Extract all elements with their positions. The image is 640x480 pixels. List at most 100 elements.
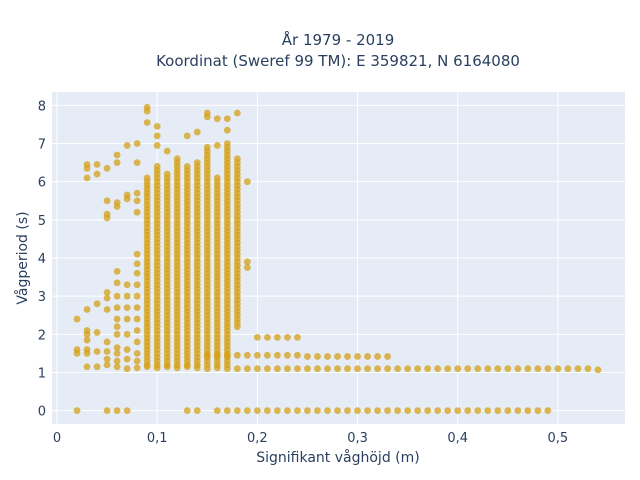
data-point — [284, 333, 291, 341]
data-point — [93, 170, 101, 178]
data-point — [314, 407, 321, 415]
data-point — [113, 323, 121, 331]
data-point — [113, 199, 121, 207]
data-point — [223, 115, 231, 123]
data-point — [524, 365, 532, 373]
data-point — [404, 407, 412, 415]
data-point — [434, 407, 442, 415]
data-point — [253, 333, 261, 341]
data-point — [364, 365, 371, 373]
data-point — [103, 355, 111, 363]
data-point — [243, 407, 251, 415]
data-point — [294, 351, 301, 359]
data-point — [213, 174, 221, 182]
data-point — [133, 159, 141, 166]
data-point — [113, 279, 121, 287]
data-point — [113, 159, 121, 166]
data-point — [83, 327, 91, 334]
data-point — [564, 365, 572, 373]
data-point — [183, 163, 191, 170]
y-tick-label: 7 — [38, 138, 46, 153]
data-point — [233, 365, 241, 373]
data-point — [243, 258, 251, 266]
data-point — [384, 407, 391, 415]
data-point — [133, 338, 141, 346]
data-point — [103, 294, 111, 302]
data-point — [163, 170, 171, 178]
x-tick-label: 0,2 — [247, 431, 268, 446]
data-point — [113, 330, 121, 338]
data-point — [414, 407, 422, 415]
data-point — [123, 281, 131, 289]
data-point — [163, 147, 171, 155]
data-point — [273, 407, 281, 415]
data-point — [273, 365, 281, 373]
data-point — [73, 315, 81, 323]
data-point — [133, 140, 141, 147]
y-tick-label: 6 — [38, 176, 46, 191]
data-point — [103, 348, 111, 355]
data-point — [594, 366, 602, 374]
data-point — [83, 346, 91, 353]
data-point — [554, 365, 562, 373]
data-point — [424, 365, 432, 373]
data-point — [314, 365, 321, 373]
data-point — [143, 103, 151, 111]
x-tick-label: 0,5 — [548, 431, 569, 446]
data-point — [394, 365, 402, 373]
data-point — [113, 151, 121, 159]
data-point — [474, 365, 482, 373]
data-point — [534, 407, 542, 415]
data-point — [544, 407, 552, 415]
data-point — [584, 365, 592, 373]
data-point — [203, 109, 211, 117]
y-tick-label: 0 — [38, 405, 46, 420]
data-point — [83, 161, 91, 168]
data-point — [213, 407, 221, 415]
data-point — [103, 197, 111, 205]
chart-title-line-1: År 1979 - 2019 — [282, 30, 395, 49]
data-point — [364, 407, 371, 415]
data-point — [223, 140, 231, 147]
data-point — [103, 210, 111, 218]
data-point — [484, 407, 492, 415]
data-point — [153, 122, 161, 130]
data-point — [504, 365, 512, 373]
data-point — [123, 142, 131, 149]
data-point — [93, 300, 101, 308]
data-point — [354, 407, 361, 415]
data-point — [354, 365, 361, 373]
data-point — [464, 365, 472, 373]
data-point — [103, 338, 111, 346]
data-point — [83, 336, 91, 344]
data-point — [384, 353, 391, 360]
x-tick-label: 0,4 — [447, 431, 468, 446]
data-point — [123, 407, 131, 415]
data-point — [364, 353, 371, 360]
data-point — [73, 346, 81, 353]
data-point — [494, 407, 502, 415]
data-point — [113, 315, 121, 323]
data-point — [404, 365, 412, 373]
data-point — [143, 174, 151, 182]
data-point — [454, 407, 462, 415]
data-point — [113, 344, 121, 352]
data-point — [103, 306, 111, 313]
data-point — [334, 407, 341, 415]
data-point — [93, 348, 101, 355]
data-point — [464, 407, 472, 415]
data-point — [133, 260, 141, 268]
data-point — [123, 191, 131, 199]
data-point — [233, 155, 241, 163]
data-point — [133, 315, 141, 323]
data-point — [113, 407, 121, 415]
data-point — [344, 407, 351, 415]
data-point — [243, 365, 251, 373]
data-point — [133, 350, 141, 357]
data-point — [133, 197, 141, 205]
data-point — [444, 365, 452, 373]
data-point — [103, 288, 111, 296]
data-point — [524, 407, 532, 415]
x-tick-label: 0,3 — [347, 431, 368, 446]
